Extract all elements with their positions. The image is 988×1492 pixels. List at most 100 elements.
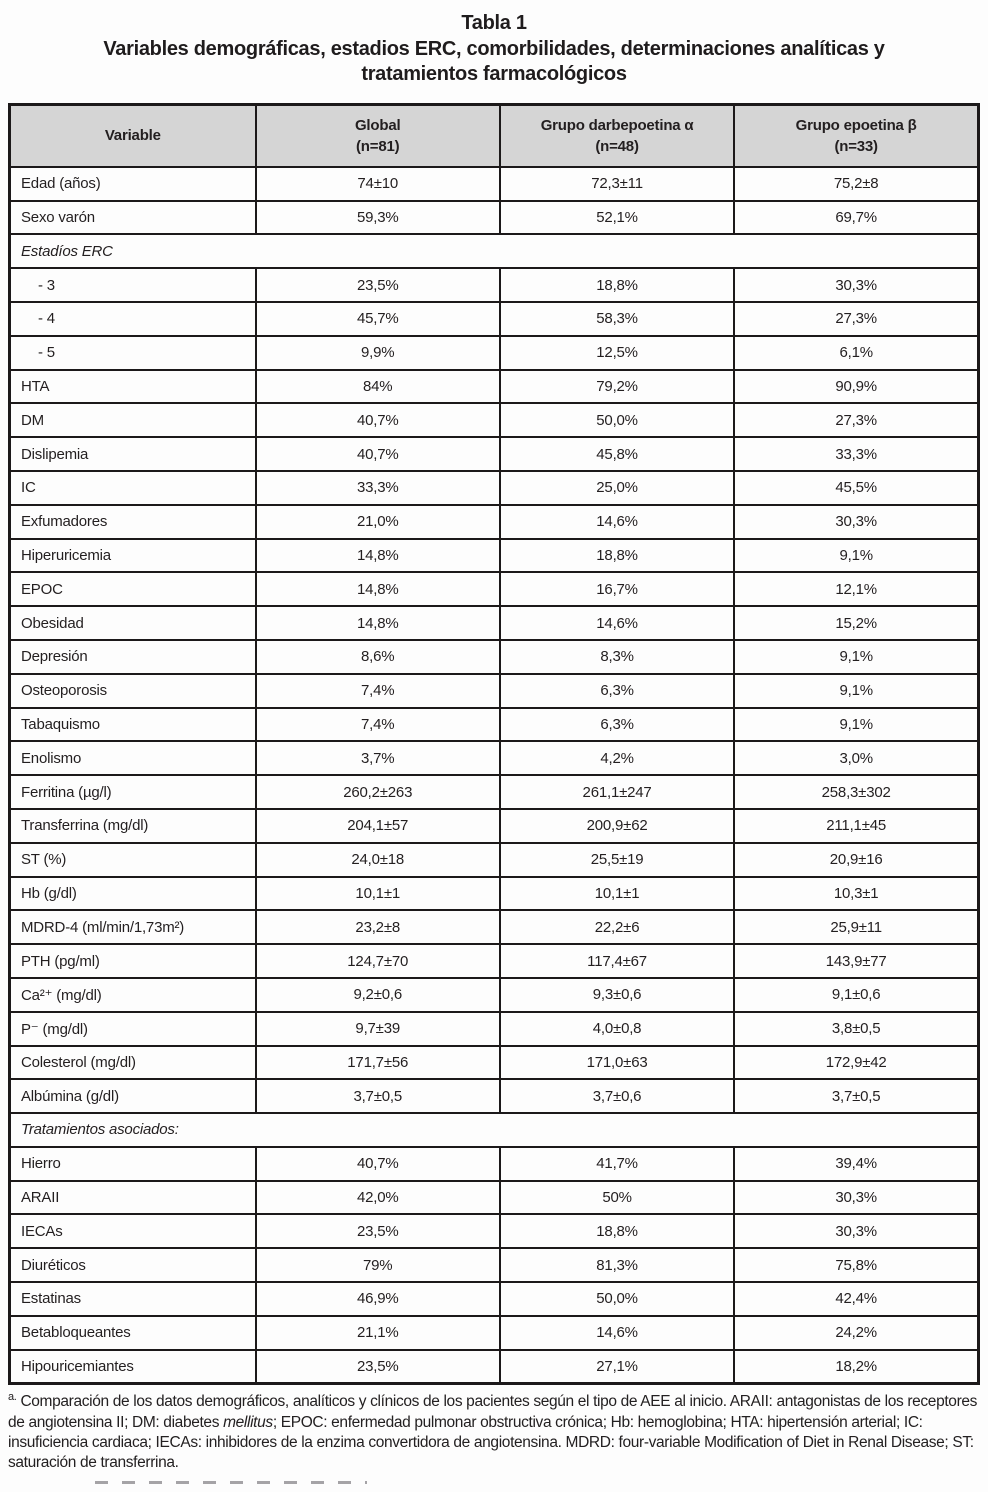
row-label: EPOC	[8, 571, 257, 608]
table-footnote: a. Comparación de los datos demográficos…	[8, 1392, 979, 1473]
row-value: 6,3%	[498, 706, 736, 743]
row-label: Hipouricemiantes	[8, 1348, 257, 1385]
row-value: 9,1%	[733, 706, 980, 743]
row-value: 9,1±0,6	[733, 976, 980, 1013]
row-value: 45,7%	[254, 300, 501, 337]
row-value: 9,9%	[254, 334, 501, 371]
column-header-darbepoetina: Grupo darbepoetina α (n=48)	[498, 103, 736, 168]
row-value: 59,3%	[254, 199, 501, 236]
row-value: 14,8%	[254, 571, 501, 608]
table-body: Edad (años) 74±10 72,3±11 75,2±8 Sexo varón 5…	[8, 165, 980, 1385]
row-value: 6,3%	[498, 672, 736, 709]
row-value: 204,1±57	[254, 807, 501, 844]
row-label: MDRD-4 (ml/min/1,73m²)	[8, 909, 257, 946]
row-value: 21,1%	[254, 1314, 501, 1351]
row-value: 200,9±62	[498, 807, 736, 844]
table-row: EPOC 14,8% 16,7% 12,1%	[8, 571, 980, 608]
cropped-next-line-artifact	[95, 1481, 367, 1484]
row-value: 8,3%	[498, 638, 736, 675]
row-value: 40,7%	[254, 402, 501, 439]
row-label: Depresión	[8, 638, 257, 675]
row-label: DM	[8, 402, 257, 439]
row-value: 4,2%	[498, 740, 736, 777]
row-value: 33,3%	[254, 469, 501, 506]
section-row: Tratamientos asociados:	[8, 1112, 980, 1148]
row-value: 7,4%	[254, 672, 501, 709]
row-label: Osteoporosis	[8, 672, 257, 709]
row-value: 40,7%	[254, 1145, 501, 1182]
row-label: Hierro	[8, 1145, 257, 1182]
section-row-label: Tratamientos asociados:	[8, 1112, 980, 1148]
row-value: 69,7%	[733, 199, 980, 236]
table-row: Exfumadores 21,0% 14,6% 30,3%	[8, 503, 980, 540]
row-value: 14,6%	[498, 605, 736, 641]
row-value: 9,2±0,6	[254, 976, 501, 1013]
row-value: 14,8%	[254, 537, 501, 574]
section-row-label: Estadíos ERC	[8, 233, 980, 270]
table-row: Osteoporosis 7,4% 6,3% 9,1%	[8, 672, 980, 709]
table-row: Enolismo 3,7% 4,2% 3,0%	[8, 740, 980, 777]
column-header-label: Grupo darbepoetina α	[540, 116, 694, 134]
row-value: 81,3%	[498, 1247, 736, 1284]
table-row: Hierro 40,7% 41,7% 39,4%	[8, 1145, 980, 1182]
table-row: Sexo varón 59,3% 52,1% 69,7%	[8, 199, 980, 236]
row-value: 42,0%	[254, 1179, 501, 1216]
row-value: 18,8%	[498, 267, 736, 303]
table-row: Edad (años) 74±10 72,3±11 75,2±8	[8, 165, 980, 202]
row-label: Ca²⁺ (mg/dl)	[8, 976, 257, 1013]
table-title-line2: tratamientos farmacológicos	[361, 63, 627, 86]
table-row: HTA 84% 79,2% 90,9%	[8, 368, 980, 405]
row-value: 30,3%	[733, 1213, 980, 1250]
row-label: Transferrina (mg/dl)	[8, 807, 257, 844]
row-label: - 3	[8, 267, 257, 303]
row-value: 171,7±56	[254, 1044, 501, 1081]
table-row: MDRD-4 (ml/min/1,73m²) 23,2±8 22,2±6 25,9±1…	[8, 909, 980, 946]
row-value: 50,0%	[498, 1281, 736, 1317]
row-value: 33,3%	[733, 436, 980, 472]
row-value: 14,6%	[498, 1314, 736, 1351]
table-row: DM 40,7% 50,0% 27,3%	[8, 402, 980, 439]
table-row: Albúmina (g/dl) 3,7±0,5 3,7±0,6 3,7±0,5	[8, 1078, 980, 1115]
table-row: Diuréticos 79% 81,3% 75,8%	[8, 1247, 980, 1284]
row-value: 41,7%	[498, 1145, 736, 1182]
table-title-line1: Variables demográficas, estadios ERC, co…	[103, 37, 885, 60]
row-label: - 4	[8, 300, 257, 337]
column-header-label: Variable	[104, 127, 161, 145]
row-value: 14,8%	[254, 605, 501, 641]
row-label: P⁻ (mg/dl)	[8, 1010, 257, 1047]
row-value: 18,8%	[498, 1213, 736, 1250]
row-value: 117,4±67	[498, 943, 736, 979]
footnote-text-2: ; EPOC: enfermedad pulmonar obstructiva …	[8, 1413, 974, 1471]
row-value: 3,7±0,5	[733, 1078, 980, 1115]
column-header-label: Grupo epoetina β	[795, 116, 917, 134]
row-label: ST (%)	[8, 841, 257, 878]
row-value: 75,8%	[733, 1247, 980, 1284]
row-label: Hb (g/dl)	[8, 875, 257, 912]
column-header-variable: Variable	[8, 103, 257, 168]
table-row: IECAs 23,5% 18,8% 30,3%	[8, 1213, 980, 1250]
row-value: 3,7%	[254, 740, 501, 777]
table-header-row: Variable Global (n=81) Grupo darbepoetin…	[8, 103, 980, 168]
row-label: Tabaquismo	[8, 706, 257, 743]
row-value: 3,8±0,5	[733, 1010, 980, 1047]
row-value: 27,3%	[733, 300, 980, 337]
footnote-text-1: Comparación de los datos demográficos, a…	[8, 1393, 978, 1431]
row-label: ARAII	[8, 1179, 257, 1216]
row-value: 124,7±70	[254, 943, 501, 979]
row-value: 23,2±8	[254, 909, 501, 946]
row-label: IECAs	[8, 1213, 257, 1250]
row-value: 10,1±1	[498, 875, 736, 912]
row-value: 6,1%	[733, 334, 980, 371]
row-value: 25,0%	[498, 469, 736, 506]
demographics-table: Variable Global (n=81) Grupo darbepoetin…	[8, 102, 980, 1386]
row-value: 22,2±6	[498, 909, 736, 946]
table-number: Tabla 1	[461, 12, 527, 34]
row-value: 261,1±247	[498, 774, 736, 810]
table-row: Depresión 8,6% 8,3% 9,1%	[8, 638, 980, 675]
table-row: Hipouricemiantes 23,5% 27,1% 18,2%	[8, 1348, 980, 1385]
row-value: 9,3±0,6	[498, 976, 736, 1013]
row-value: 172,9±42	[733, 1044, 980, 1081]
row-value: 9,1%	[733, 638, 980, 675]
row-label: Edad (años)	[8, 165, 257, 202]
column-header-n: (n=48)	[595, 137, 639, 155]
